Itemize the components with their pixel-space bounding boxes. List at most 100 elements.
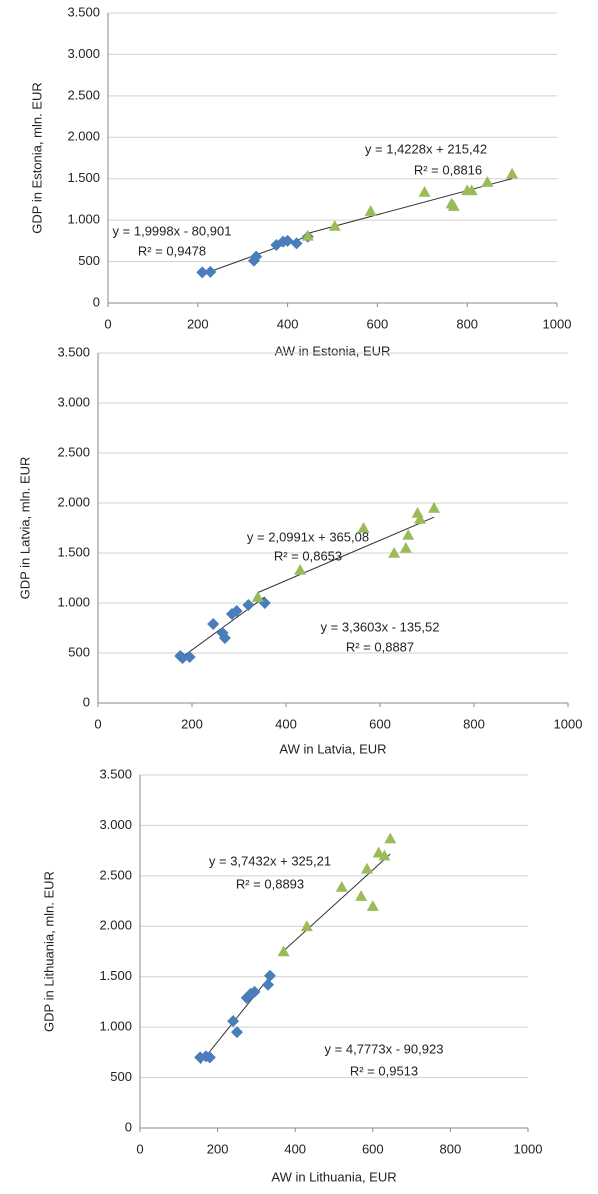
trendline <box>283 853 391 952</box>
y-tick-label: 0 <box>125 1119 132 1134</box>
y-axis-title: GDP in Lithuania, mln. EUR <box>41 871 56 1032</box>
data-point <box>364 205 377 216</box>
data-point <box>262 978 275 991</box>
x-tick-label: 200 <box>181 716 203 731</box>
y-tick-label: 0 <box>83 694 90 709</box>
y-tick-label: 3.500 <box>99 766 132 781</box>
y-tick-label: 1.000 <box>57 594 90 609</box>
data-point <box>231 1026 243 1039</box>
trendline <box>257 516 435 594</box>
x-axis-title: AW in Lithuania, EUR <box>271 1169 396 1184</box>
y-tick-label: 3.500 <box>57 344 90 359</box>
equation-label: R² = 0,8887 <box>346 639 414 654</box>
data-point <box>277 945 290 957</box>
x-tick-label: 0 <box>94 716 101 731</box>
x-tick-label: 600 <box>369 716 391 731</box>
x-tick-label: 0 <box>136 1141 143 1156</box>
data-point <box>248 985 261 998</box>
y-tick-label: 500 <box>68 644 90 659</box>
data-point <box>250 250 263 263</box>
data-point <box>357 522 370 533</box>
y-tick-label: 2.500 <box>99 867 132 882</box>
x-tick-label: 400 <box>275 716 297 731</box>
y-tick-label: 3.000 <box>99 817 132 832</box>
y-tick-label: 3.000 <box>67 46 100 61</box>
x-tick-label: 200 <box>207 1141 229 1156</box>
data-point <box>218 632 231 644</box>
data-point <box>413 513 426 524</box>
y-tick-label: 2.000 <box>67 129 100 144</box>
data-point <box>355 890 368 901</box>
y-tick-label: 500 <box>78 253 100 268</box>
data-point <box>251 591 264 602</box>
data-point <box>230 605 243 617</box>
data-point <box>378 849 391 861</box>
x-tick-label: 400 <box>284 1141 306 1156</box>
equation-label: R² = 0,8893 <box>236 876 304 891</box>
x-tick-label: 400 <box>277 316 299 331</box>
data-point <box>203 1051 216 1064</box>
data-point <box>372 846 385 858</box>
x-tick-label: 600 <box>367 316 389 331</box>
data-point <box>281 234 294 247</box>
y-tick-label: 3.000 <box>57 394 90 409</box>
x-tick-label: 800 <box>440 1141 462 1156</box>
y-tick-label: 1.000 <box>99 1019 132 1034</box>
y-tick-label: 1.500 <box>67 170 100 185</box>
data-point <box>183 651 196 663</box>
equation-label: y = 3,7432x + 325,21 <box>209 853 331 868</box>
y-tick-label: 0 <box>93 294 100 309</box>
data-point <box>481 176 494 187</box>
data-point <box>176 652 189 664</box>
x-axis-title: AW in Latvia, EUR <box>279 741 386 756</box>
x-tick-label: 1000 <box>514 1141 543 1156</box>
y-tick-label: 1.500 <box>57 544 90 559</box>
data-point <box>204 265 217 278</box>
data-point <box>290 237 303 250</box>
x-tick-label: 1000 <box>554 716 583 731</box>
x-axis-title: AW in Estonia, EUR <box>275 343 391 358</box>
equation-label: y = 3,3603x - 135,52 <box>321 619 440 634</box>
data-point <box>428 502 441 513</box>
y-tick-label: 1.000 <box>67 212 100 227</box>
y-axis-title: GDP in Latvia, mln. EUR <box>17 457 32 600</box>
data-point <box>388 547 401 558</box>
data-point <box>418 185 431 197</box>
equation-label: R² = 0,8816 <box>414 162 482 177</box>
equation-label: R² = 0,9513 <box>350 1063 418 1078</box>
data-point <box>360 862 373 874</box>
data-point <box>402 529 415 540</box>
data-point <box>242 599 255 611</box>
data-point <box>301 229 314 241</box>
y-tick-label: 2.500 <box>57 444 90 459</box>
data-point <box>411 507 424 518</box>
data-point <box>300 920 313 932</box>
y-tick-label: 2.000 <box>99 918 132 933</box>
data-point <box>227 1015 240 1028</box>
y-tick-label: 500 <box>110 1069 132 1084</box>
equation-label: R² = 0,8653 <box>274 548 342 563</box>
data-point <box>465 184 478 196</box>
x-tick-label: 200 <box>187 316 209 331</box>
y-tick-label: 2.500 <box>67 87 100 102</box>
data-point <box>366 900 379 911</box>
data-point <box>447 200 460 211</box>
data-point <box>196 266 209 279</box>
x-tick-label: 600 <box>362 1141 384 1156</box>
equation-label: y = 2,0991x + 365,08 <box>247 529 369 544</box>
x-tick-label: 1000 <box>543 316 572 331</box>
y-tick-label: 2.000 <box>57 494 90 509</box>
data-point <box>263 969 276 982</box>
data-point <box>384 832 397 844</box>
x-tick-label: 800 <box>463 716 485 731</box>
trendline <box>307 178 513 234</box>
data-point <box>335 880 348 892</box>
equation-label: y = 4,7773x - 90,923 <box>325 1041 444 1056</box>
y-tick-label: 1.500 <box>99 968 132 983</box>
data-point <box>328 219 341 231</box>
equation-label: y = 1,9998x - 80,901 <box>113 223 232 238</box>
data-point <box>506 167 519 179</box>
data-point <box>207 618 220 630</box>
